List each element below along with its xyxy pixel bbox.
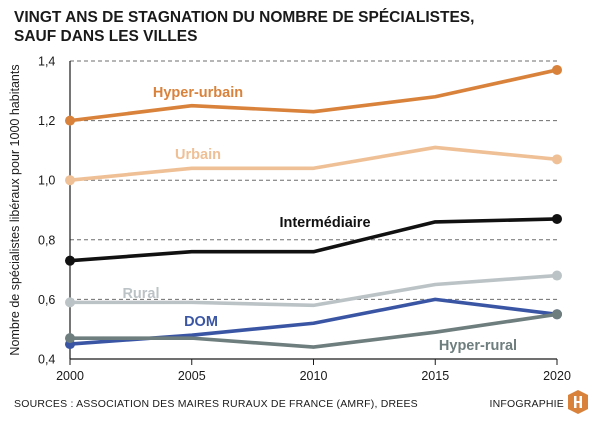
x-tick-label: 2000 [56,369,84,383]
y-tick-label: 0,4 [38,353,55,367]
series-line-hyper-urbain [68,68,559,123]
data-point-interm-diaire [552,213,562,224]
y-tick-label: 1,2 [38,114,55,128]
series-group [65,64,562,350]
data-point-hyper-urbain [552,64,562,75]
x-tick-label: 2015 [421,369,449,383]
y-tick-label: 1,4 [38,55,55,69]
axes: 0,4 0,6 0,8 1,0 1,2 1,4 2000 2005 2010 2015 2020 [38,55,571,384]
series-label-interm-diaire: Intermédiaire [279,215,370,231]
series-label-hyper-urbain: Hyper-urbain [153,85,243,101]
data-point-rural [552,270,562,281]
data-point-hyper-urbain [65,115,75,126]
x-tick-label: 2020 [543,369,571,383]
data-point-hyper-rural [552,309,562,320]
data-point-rural [65,297,75,308]
series-label-hyper-rural: Hyper-rural [439,338,517,354]
source-note: SOURCES : ASSOCIATION DES MAIRES RURAUX … [14,398,418,410]
grid-lines [70,60,557,300]
h-logo-icon [568,390,588,414]
series-line-rural [68,273,559,308]
data-point-urbain [65,175,75,186]
x-tick-label: 2010 [300,369,328,383]
series-line-interm-diaire [68,217,559,263]
series-labels: Hyper-urbain Urbain Intermédiaire Rural DOM H… [122,85,517,354]
y-tick-label: 0,6 [38,293,55,307]
data-point-interm-diaire [65,255,75,266]
series-label-urbain: Urbain [175,147,221,163]
data-point-urbain [552,154,562,165]
y-tick-label: 0,8 [38,233,55,247]
chart-title-line-2: SAUF DANS LES VILLES [14,28,198,45]
y-tick-label: 1,0 [38,174,55,188]
series-label-dom: DOM [184,314,218,330]
x-tick-label: 2005 [178,369,206,383]
series-label-rural: Rural [122,286,159,302]
series-line-urbain [68,145,559,182]
series-line-hyper-rural [68,312,559,349]
y-axis-label: Nombre de spécialistes libéraux pour 100… [8,64,22,355]
brand-label: INFOGRAPHIE [489,398,564,410]
chart-title: VINGT ANS DE STAGNATION DU NOMBRE DE SPÉ… [14,8,574,46]
chart-title-line-1: VINGT ANS DE STAGNATION DU NOMBRE DE SPÉ… [14,9,475,26]
data-point-hyper-rural [65,333,75,344]
